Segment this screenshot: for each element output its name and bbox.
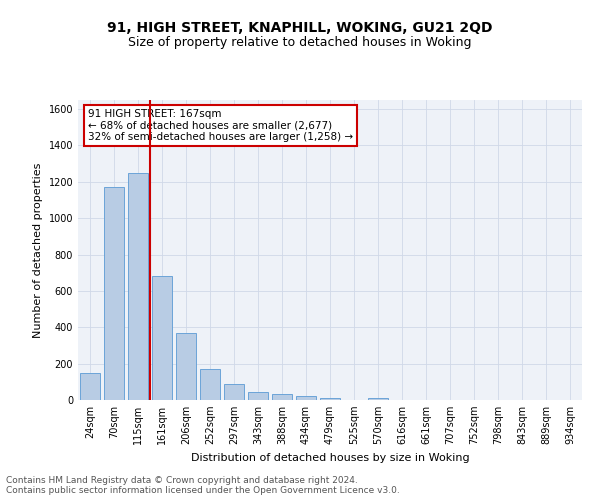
Bar [152,276,172,400]
X-axis label: Distribution of detached houses by size in Woking: Distribution of detached houses by size … [191,452,469,462]
Bar [200,369,220,400]
Bar [176,332,196,400]
Bar [104,188,124,400]
Text: 91, HIGH STREET, KNAPHILL, WOKING, GU21 2QD: 91, HIGH STREET, KNAPHILL, WOKING, GU21 … [107,20,493,34]
Bar [368,398,388,400]
Bar [80,372,100,400]
Bar [320,398,340,400]
Bar [128,172,148,400]
Bar [224,384,244,400]
Text: Contains HM Land Registry data © Crown copyright and database right 2024.
Contai: Contains HM Land Registry data © Crown c… [6,476,400,495]
Text: 91 HIGH STREET: 167sqm
← 68% of detached houses are smaller (2,677)
32% of semi-: 91 HIGH STREET: 167sqm ← 68% of detached… [88,109,353,142]
Bar [296,396,316,400]
Y-axis label: Number of detached properties: Number of detached properties [33,162,43,338]
Text: Size of property relative to detached houses in Woking: Size of property relative to detached ho… [128,36,472,49]
Bar [272,394,292,400]
Bar [248,392,268,400]
